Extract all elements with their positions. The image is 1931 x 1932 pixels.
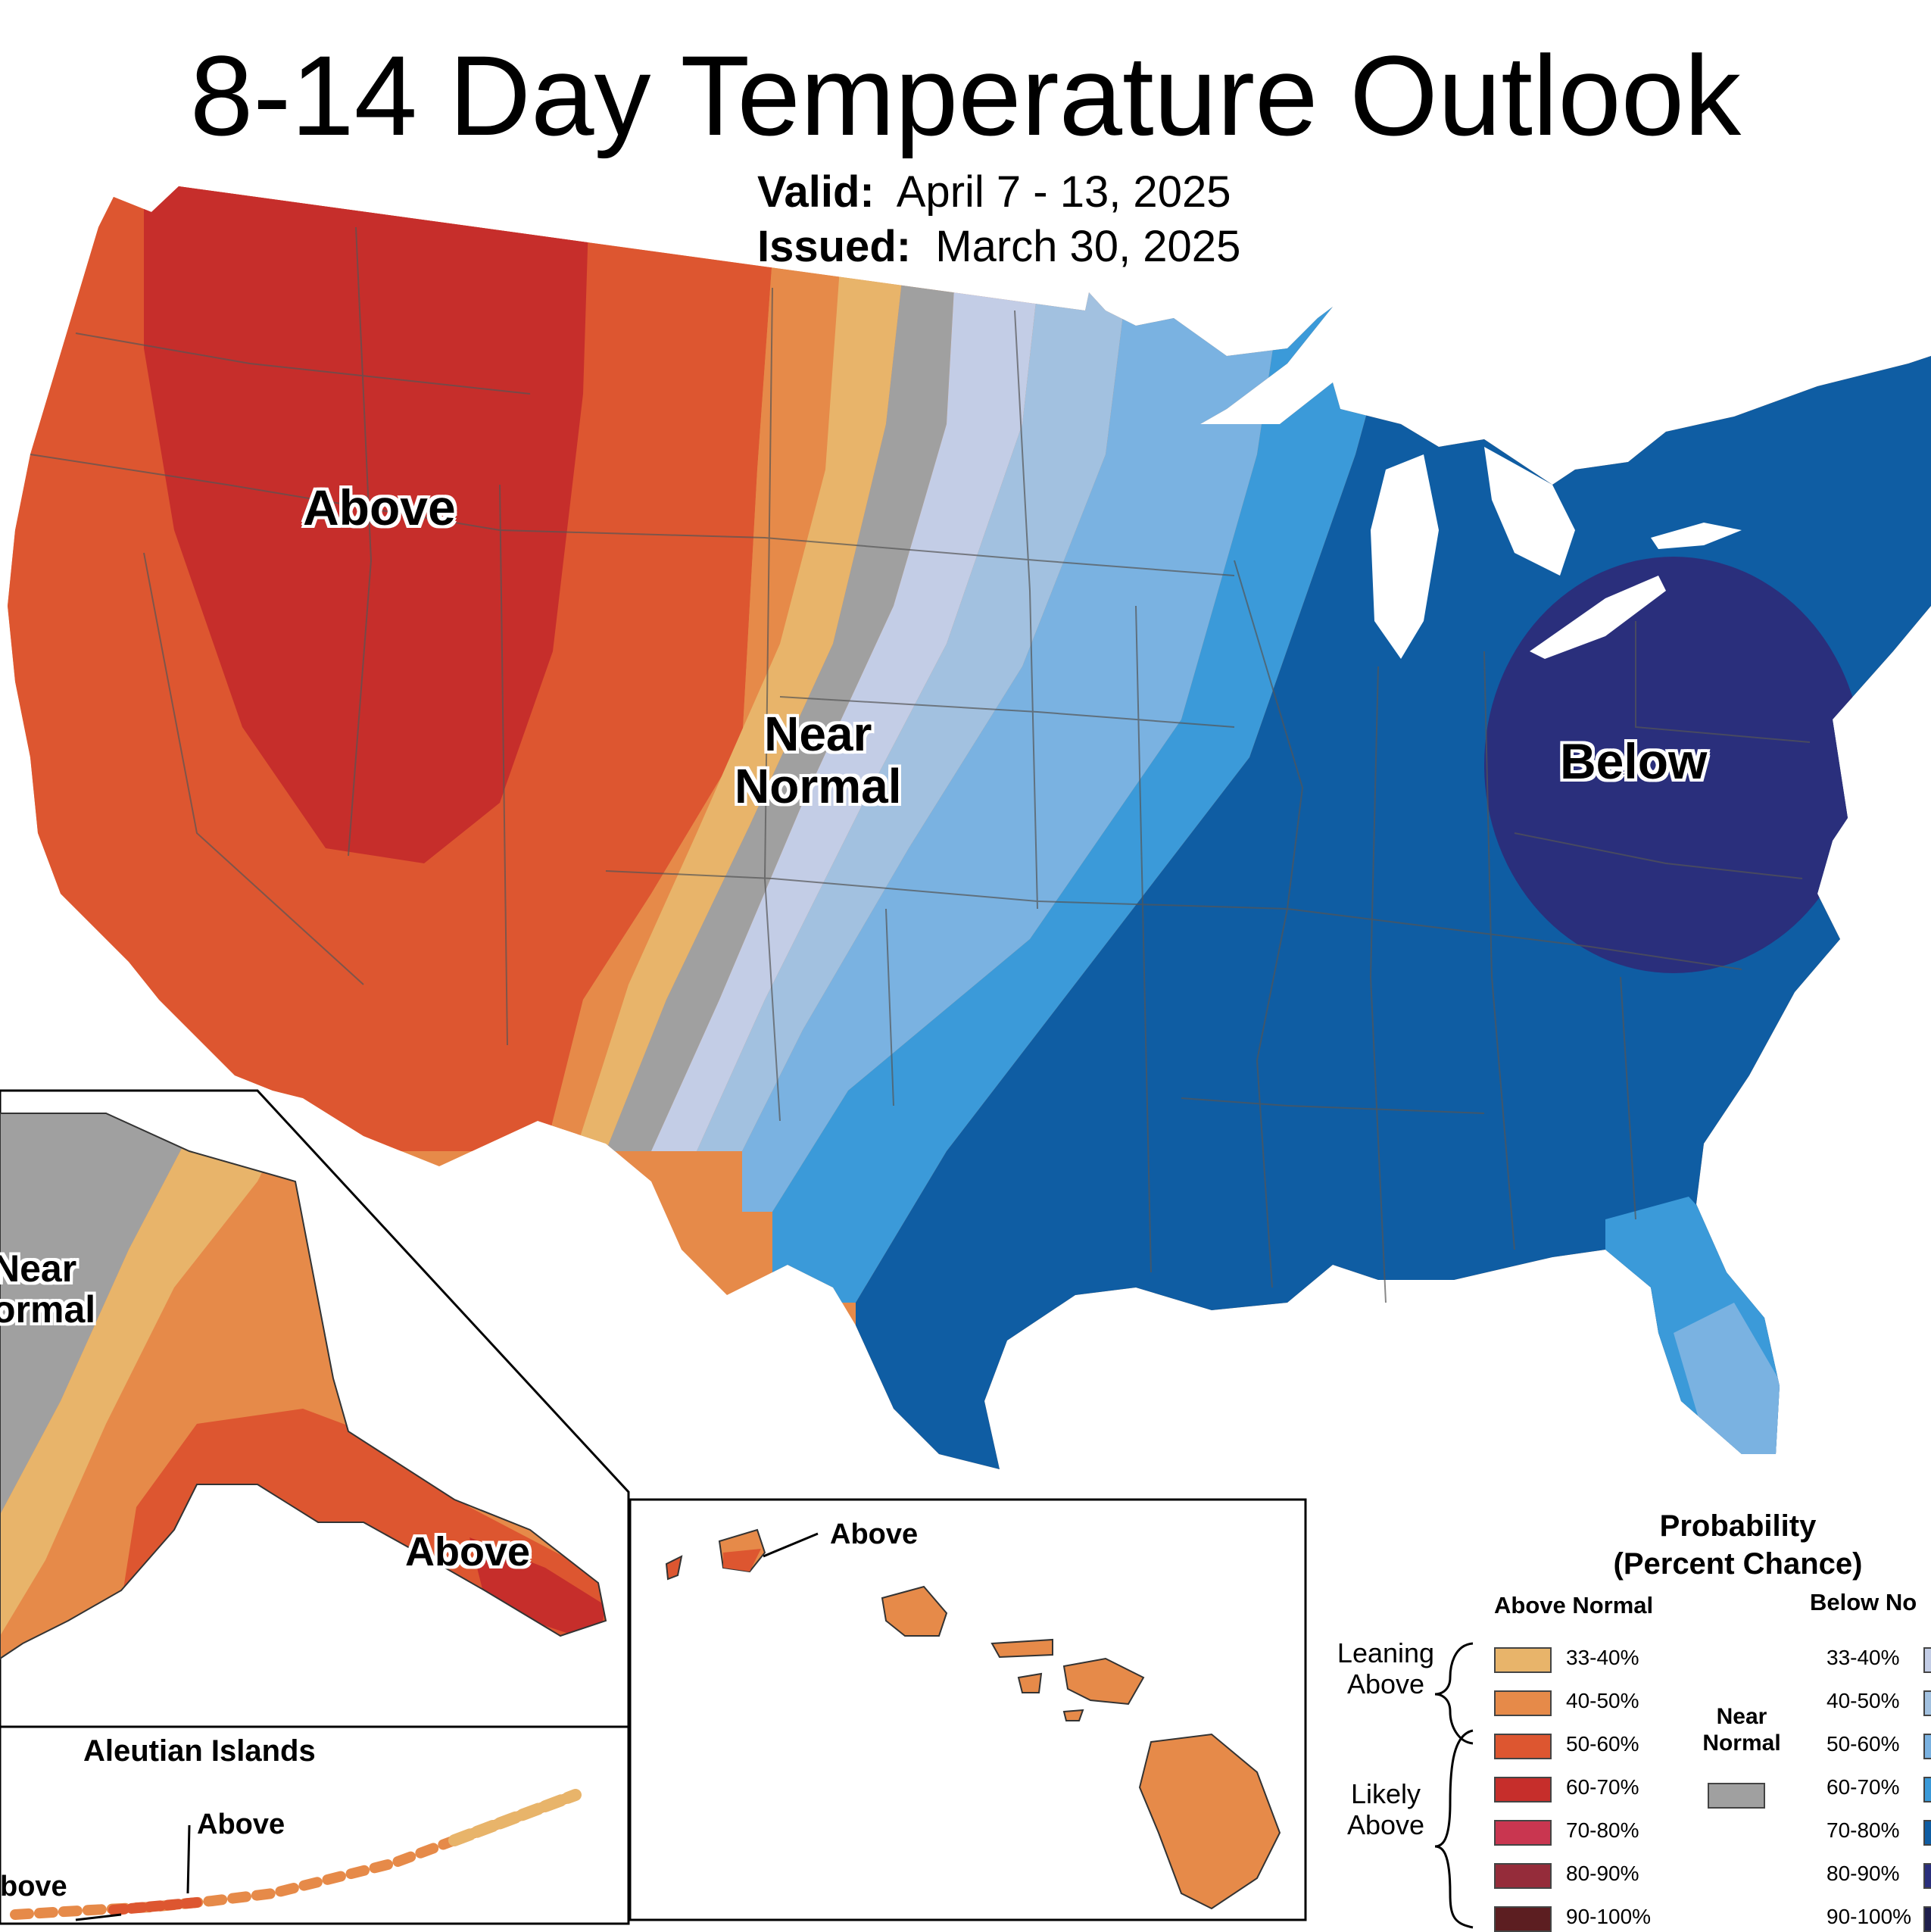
aleutian-title: Aleutian Islands: [83, 1734, 316, 1768]
legend-above-swatch-label-4: 70-80%: [1566, 1818, 1639, 1842]
band-below-33-40: [651, 186, 1053, 1151]
legend-above-swatch-6: [1494, 1906, 1552, 1932]
band-above-33-40: [576, 186, 916, 1151]
legend-below-swatch-3: [1923, 1777, 1931, 1802]
great-lakes: [1204, 348, 1742, 659]
legend-below-swatch-label-2: 50-60%: [1826, 1732, 1900, 1756]
label-near-normal: Near Normal: [735, 707, 902, 814]
label-aleutian-above: Above: [197, 1809, 285, 1840]
legend-likely-above: Likely Above: [1325, 1778, 1446, 1841]
hawaii-niihau: [665, 1555, 683, 1581]
label-alaska-above: Above: [405, 1529, 531, 1575]
aleutian-inset: [0, 1725, 630, 1925]
state-lines: [30, 226, 1811, 1303]
legend-above-swatch-2: [1494, 1734, 1552, 1759]
legend-above-swatch-5: [1494, 1863, 1552, 1889]
label-near-normal-line2: Normal: [735, 759, 902, 814]
legend-near-line1: Near: [1716, 1704, 1767, 1729]
legend-below-swatch-label-1: 40-50%: [1826, 1689, 1900, 1712]
legend-below-swatch-6: [1923, 1906, 1931, 1932]
legend-title: Probability (Percent Chance): [1575, 1507, 1901, 1583]
ak-band-60-70: [469, 1537, 606, 1643]
legend-leaning-line1: Leaning: [1337, 1637, 1435, 1668]
legend-above-swatch-label-1: 40-50%: [1566, 1689, 1639, 1712]
band-below-80-90: [1484, 557, 1863, 973]
hawaii-oahu: [881, 1585, 948, 1637]
band-below-40-50: [697, 186, 1143, 1151]
hawaii-molokai: [990, 1638, 1053, 1659]
label-alaska-near-line2: ormal: [0, 1288, 96, 1331]
issued-value: March 30, 2025: [935, 222, 1241, 271]
legend-below-swatch-0: [1923, 1647, 1931, 1673]
legend-above-swatch-label-5: 80-90%: [1566, 1862, 1639, 1885]
issued-label: Issued:: [757, 222, 912, 271]
label-alaska-near-line1: Near: [0, 1247, 77, 1290]
legend-above-swatch-label-3: 60-70%: [1566, 1775, 1639, 1799]
legend-above-swatch-label-2: 50-60%: [1566, 1732, 1639, 1756]
label-aleutian-above-west: bove: [0, 1871, 67, 1902]
band-below-50-60-florida: [1674, 1303, 1787, 1462]
legend-below-header: Below No: [1810, 1589, 1917, 1615]
label-alaska-near: Near ormal: [0, 1248, 95, 1330]
legend-lines: [1434, 1642, 1474, 1929]
legend-likely-line2: Above: [1346, 1809, 1425, 1841]
band-below-60-70: [772, 186, 1439, 1303]
legend-above-swatch-4: [1494, 1820, 1552, 1846]
legend-likely-line1: Likely: [1350, 1778, 1421, 1809]
legend-below-swatch-label-0: 33-40%: [1826, 1646, 1900, 1669]
legend-below-swatch-1: [1923, 1690, 1931, 1716]
legend-below-swatch-4: [1923, 1820, 1931, 1846]
legend-above-swatch-0: [1494, 1647, 1552, 1673]
hawaii-maui: [1062, 1657, 1145, 1706]
valid-label: Valid:: [757, 167, 875, 217]
legend-title-line2: (Percent Chance): [1613, 1547, 1863, 1581]
legend-below-swatch-label-3: 60-70%: [1826, 1775, 1900, 1799]
legend-below-swatch-5: [1923, 1863, 1931, 1889]
ak-band-near: [0, 1113, 212, 1515]
band-above-40-50-east: [545, 186, 848, 1151]
hawaii-inset: [629, 1498, 1307, 1921]
valid-value: April 7 - 13, 2025: [896, 167, 1231, 217]
hawaii-lanai: [1017, 1672, 1043, 1693]
map-title: 8-14 Day Temperature Outlook: [189, 32, 1742, 159]
legend-below-swatch-label-4: 70-80%: [1826, 1818, 1900, 1842]
legend-above-swatch-3: [1494, 1777, 1552, 1802]
label-hawaii-above: Above: [830, 1518, 919, 1550]
label-near-normal-line1: Near: [764, 707, 872, 761]
legend-below-swatch-label-5: 80-90%: [1826, 1862, 1900, 1885]
issued-date: Issued: March 30, 2025: [757, 221, 1240, 272]
valid-dates: Valid: April 7 - 13, 2025: [757, 167, 1231, 217]
legend-title-line1: Probability: [1659, 1509, 1817, 1543]
legend-near-normal-swatch: [1708, 1783, 1765, 1809]
legend-above-header: Above Normal: [1494, 1592, 1654, 1618]
label-above-west: Above: [303, 479, 456, 535]
legend-above-swatch-label-0: 33-40%: [1566, 1646, 1639, 1669]
hawaii-big-island: [1138, 1733, 1281, 1910]
legend-below-swatch-2: [1923, 1734, 1931, 1759]
hawaii-kahoolawe: [1062, 1709, 1084, 1721]
legend-above-swatch-1: [1494, 1690, 1552, 1716]
legend-leaning-line2: Above: [1346, 1668, 1425, 1700]
label-below-east: Below: [1560, 733, 1708, 789]
legend-below-swatch-label-6: 90-100%: [1826, 1905, 1912, 1928]
alaska-inset: [0, 1089, 630, 1728]
band-below-50-60: [742, 186, 1302, 1212]
legend-leaning-above: Leaning Above: [1325, 1637, 1446, 1700]
legend-above-swatch-label-6: 90-100%: [1566, 1905, 1652, 1928]
legend-near-line2: Normal: [1702, 1730, 1781, 1756]
legend-near-normal: Near Normal: [1681, 1704, 1802, 1756]
